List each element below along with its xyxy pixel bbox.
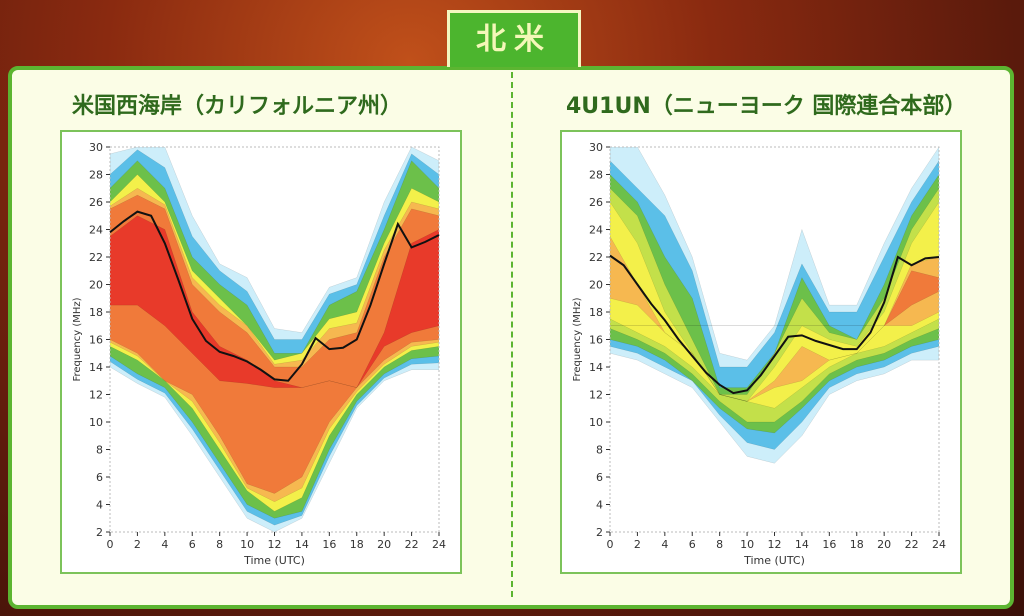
x-tick-label: 22 xyxy=(405,538,419,551)
y-tick-label: 12 xyxy=(89,389,103,402)
x-tick-label: 22 xyxy=(905,538,919,551)
x-tick-label: 4 xyxy=(161,538,168,551)
x-tick-label: 16 xyxy=(822,538,836,551)
muf-line xyxy=(609,254,940,395)
y-tick-label: 26 xyxy=(589,196,603,209)
x-tick-label: 24 xyxy=(932,538,946,551)
x-tick-label: 8 xyxy=(216,538,223,551)
muf-line xyxy=(109,210,440,382)
x-tick-label: 12 xyxy=(268,538,282,551)
y-axis-label: Frequency (MHz) xyxy=(572,297,583,381)
x-tick-label: 6 xyxy=(689,538,696,551)
x-tick-label: 18 xyxy=(350,538,364,551)
y-tick-label: 26 xyxy=(89,196,103,209)
y-tick-label: 2 xyxy=(96,526,103,539)
y-tick-label: 20 xyxy=(89,279,103,292)
x-tick-label: 12 xyxy=(768,538,782,551)
x-tick-label: 10 xyxy=(240,538,254,551)
y-axis-label: Frequency (MHz) xyxy=(72,297,83,381)
x-tick-label: 10 xyxy=(740,538,754,551)
chart-title-4u1un: 4U1UN（ニューヨーク 国際連合本部） xyxy=(566,94,967,119)
panel-divider xyxy=(511,72,513,597)
y-tick-label: 28 xyxy=(589,169,603,182)
chart-frame-4u1un: 0 2 4 6 8 10 12 14 16 18 20 22 24 2 4 6 8 10 12 14 16 18 20 22 2… xyxy=(560,130,962,574)
x-tick-label: 14 xyxy=(295,538,309,551)
x-tick-label: 20 xyxy=(877,538,891,551)
x-tick-label: 14 xyxy=(795,538,809,551)
y-tick-label: 6 xyxy=(96,471,103,484)
contour-band-6 xyxy=(110,215,439,388)
y-tick-label: 2 xyxy=(596,526,603,539)
y-tick-label: 16 xyxy=(89,334,103,347)
contour-band-1 xyxy=(110,149,439,526)
x-tick-label: 4 xyxy=(661,538,668,551)
x-tick-label: 0 xyxy=(107,538,114,551)
x-tick-label: 0 xyxy=(607,538,614,551)
y-tick-label: 8 xyxy=(96,444,103,457)
y-tick-label: 10 xyxy=(589,416,603,429)
contour-band-0 xyxy=(610,147,939,464)
x-axis-label: Time (UTC) xyxy=(743,554,805,567)
y-tick-label: 30 xyxy=(589,141,603,154)
plot-border xyxy=(109,146,440,533)
y-tick-label: 4 xyxy=(596,499,603,512)
y-tick-label: 16 xyxy=(589,334,603,347)
y-tick-label: 14 xyxy=(89,361,103,374)
propagation-chart-4u1un: 0 2 4 6 8 10 12 14 16 18 20 22 242468101214161820222… xyxy=(572,141,946,567)
chart-title-west-coast: 米国西海岸（カリフォルニア州） xyxy=(72,94,403,119)
y-tick-label: 6 xyxy=(596,471,603,484)
y-tick-label: 10 xyxy=(89,416,103,429)
y-tick-label: 28 xyxy=(89,169,103,182)
y-tick-label: 24 xyxy=(89,224,103,237)
x-tick-label: 6 xyxy=(189,538,196,551)
y-tick-label: 4 xyxy=(96,499,103,512)
x-tick-label: 16 xyxy=(322,538,336,551)
x-tick-label: 24 xyxy=(432,538,446,551)
plot-border xyxy=(609,146,940,533)
y-tick-label: 8 xyxy=(596,444,603,457)
x-tick-label: 18 xyxy=(850,538,864,551)
region-tab: 北米 xyxy=(447,10,581,67)
x-axis-label: Time (UTC) xyxy=(243,554,305,567)
y-tick-label: 22 xyxy=(89,251,103,264)
x-tick-label: 20 xyxy=(377,538,391,551)
y-tick-label: 14 xyxy=(589,361,603,374)
x-tick-label: 2 xyxy=(634,538,641,551)
y-tick-label: 30 xyxy=(89,141,103,154)
propagation-chart-west-coast: 0 2 4 6 8 10 12 14 16 18 20 22 242468101214161820222… xyxy=(72,141,446,567)
x-tick-label: 8 xyxy=(716,538,723,551)
y-tick-label: 24 xyxy=(589,224,603,237)
x-tick-label: 2 xyxy=(134,538,141,551)
chart-frame-west-coast: 0 2 4 6 8 10 12 14 16 18 20 22 24 2 4 6 8 10 12 14 16 18 20 22 2… xyxy=(60,130,462,574)
y-tick-label: 22 xyxy=(589,251,603,264)
contour-band-6 xyxy=(610,270,939,326)
y-tick-label: 20 xyxy=(589,279,603,292)
y-tick-label: 18 xyxy=(89,306,103,319)
y-tick-label: 12 xyxy=(589,389,603,402)
y-tick-label: 18 xyxy=(589,306,603,319)
